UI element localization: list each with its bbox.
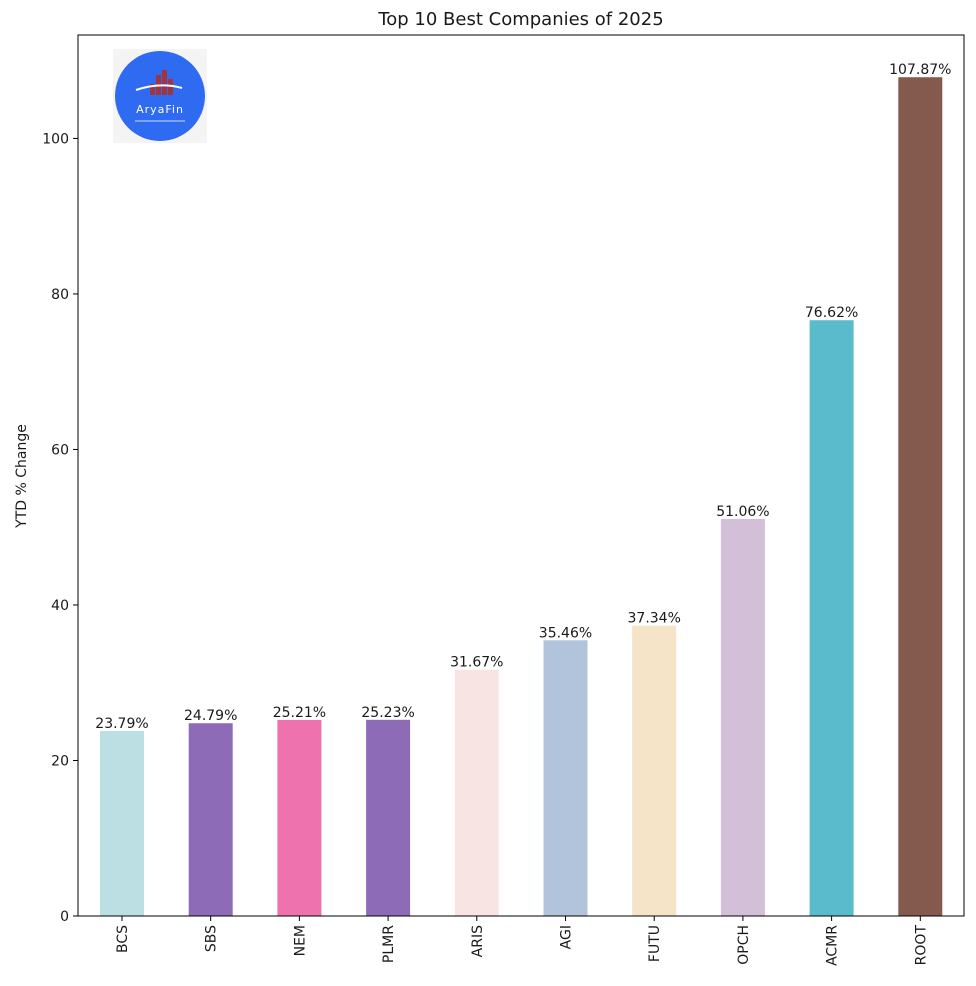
bar-opch <box>720 518 765 916</box>
x-tick-label-nem: NEM <box>292 925 308 956</box>
x-tick-label-aris: ARIS <box>470 925 486 957</box>
logo-circle <box>115 51 205 141</box>
value-label-futu: 37.34% <box>628 611 681 627</box>
x-tick-label-acmr: ACMR <box>825 925 841 966</box>
plot-frame <box>77 34 965 917</box>
bar-agi <box>543 640 588 916</box>
bars-group <box>100 77 943 917</box>
bar-nem <box>277 719 322 916</box>
y-tick-label: 60 <box>51 442 69 458</box>
bar-acmr <box>809 320 854 917</box>
x-tick-label-root: ROOT <box>913 925 929 966</box>
value-label-opch: 51.06% <box>716 504 769 520</box>
value-label-aris: 31.67% <box>450 655 503 671</box>
value-label-agi: 35.46% <box>539 625 592 641</box>
bar-sbs <box>188 723 233 916</box>
value-label-root: 107.87% <box>889 62 951 78</box>
bar-futu <box>632 625 677 916</box>
x-tick-label-sbs: SBS <box>204 925 220 952</box>
x-tick-label-plmr: PLMR <box>381 925 397 963</box>
y-tick-label: 0 <box>60 909 69 925</box>
chart-title: Top 10 Best Companies of 2025 <box>377 9 663 30</box>
y-tick-label: 20 <box>51 753 69 769</box>
y-axis-ticks: 0 20 40 60 80 100 <box>42 131 78 925</box>
x-axis-ticks: BCS SBS NEM PLMR ARIS AGI FUTU OPCH ACMR ROOT <box>115 916 929 966</box>
y-tick-label: 40 <box>51 598 69 614</box>
value-label-plmr: 25.23% <box>361 705 414 721</box>
x-tick-label-bcs: BCS <box>115 925 131 953</box>
value-label-bcs: 23.79% <box>95 716 148 732</box>
value-label-acmr: 76.62% <box>805 305 858 321</box>
value-labels-group: 23.79% 24.79% 25.21% 25.23% 31.67% 35.46% 37.3… <box>95 62 951 732</box>
y-tick-label: 80 <box>51 287 69 303</box>
x-tick-label-opch: OPCH <box>736 925 752 965</box>
aryafin-logo: AryaFin <box>113 49 207 143</box>
bar-root <box>898 77 943 917</box>
value-label-sbs: 24.79% <box>184 708 237 724</box>
logo-text: AryaFin <box>136 103 184 116</box>
x-tick-label-agi: AGI <box>559 925 575 949</box>
value-label-nem: 25.21% <box>273 705 326 721</box>
logo-swoosh-icon <box>135 84 183 91</box>
y-axis-label: YTD % Change <box>14 424 30 529</box>
bar-aris <box>454 669 499 916</box>
bar-bcs <box>100 731 144 916</box>
x-tick-label-futu: FUTU <box>647 925 663 962</box>
bar-plmr <box>366 719 411 916</box>
y-tick-label: 100 <box>42 131 69 147</box>
